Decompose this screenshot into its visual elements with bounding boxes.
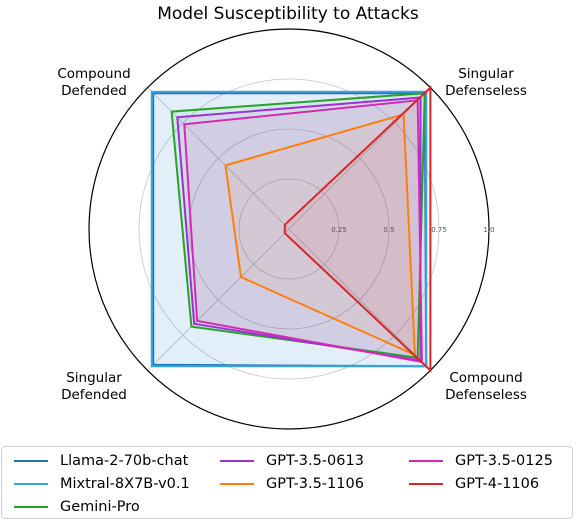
legend-swatch (220, 483, 254, 485)
legend-swatch (14, 460, 48, 462)
series-fill-6 (284, 87, 431, 371)
tick-label-3: 0.75 (431, 226, 447, 234)
legend-label: GPT-4-1106 (455, 476, 540, 492)
legend-label: GPT-3.5-1106 (266, 476, 364, 492)
grid-circle-1 (238, 178, 340, 280)
legend-item: GPT-4-1106 (409, 474, 539, 494)
outer-circle (88, 28, 490, 430)
tick-label-2: 0.5 (383, 226, 394, 234)
radial-tick-labels: 0.25 0.5 0.75 1.0 (331, 226, 494, 234)
legend-label: Gemini-Pro (60, 499, 140, 515)
axis-label-3: Singular Defended (61, 370, 127, 403)
series-fill-1 (151, 91, 427, 367)
radar-series (150, 85, 432, 373)
series-fill-2 (171, 93, 425, 358)
axis-labels: Singular Defenseless Compound Defenseless Si… (57, 66, 527, 403)
legend-swatch (409, 460, 443, 462)
axis-label-2: Compound Defenseless (445, 370, 527, 403)
series-line-5 (183, 99, 423, 364)
tick-label-1: 0.25 (331, 226, 347, 234)
legend-swatch (14, 506, 48, 508)
legend-item: Gemini-Pro (14, 497, 140, 517)
legend-item: GPT-3.5-1106 (220, 474, 364, 494)
radar-grid (88, 28, 490, 430)
legend-label: Mixtral-8X7B-v0.1 (60, 476, 190, 492)
axis-label-4: Compound Defended (57, 66, 130, 99)
legend-item: Mixtral-8X7B-v0.1 (14, 474, 190, 494)
series-line-1 (150, 90, 428, 368)
chart-legend: Llama-2-70b-chat Mixtral-8X7B-v0.1 Gemini-… (1, 446, 573, 519)
legend-item: Llama-2-70b-chat (14, 451, 188, 471)
legend-label: GPT-3.5-0125 (455, 453, 553, 469)
spoke-3 (147, 228, 290, 371)
tick-label-4: 1.0 (483, 226, 494, 234)
grid-circle-2 (188, 128, 390, 330)
chart-title: Model Susceptibility to Attacks (157, 4, 419, 24)
series-fill-5 (184, 100, 422, 362)
legend-item: GPT-3.5-0613 (220, 451, 364, 471)
series-line-6 (283, 85, 432, 373)
legend-label: GPT-3.5-0613 (266, 453, 364, 469)
series-fill-0 (153, 93, 427, 367)
legend-swatch (409, 483, 443, 485)
legend-item: GPT-3.5-0125 (409, 451, 553, 471)
series-fill-3 (177, 97, 421, 361)
axis-label-1: Singular Defenseless (445, 66, 527, 99)
legend-swatch (220, 460, 254, 462)
radar-chart: Model Susceptibility to Attacks Singular… (57, 4, 527, 430)
series-fill-4 (225, 114, 415, 355)
series-line-4 (224, 113, 416, 357)
legend-swatch (14, 483, 48, 485)
grid-circle-3 (138, 78, 440, 380)
legend-label: Llama-2-70b-chat (60, 453, 189, 469)
